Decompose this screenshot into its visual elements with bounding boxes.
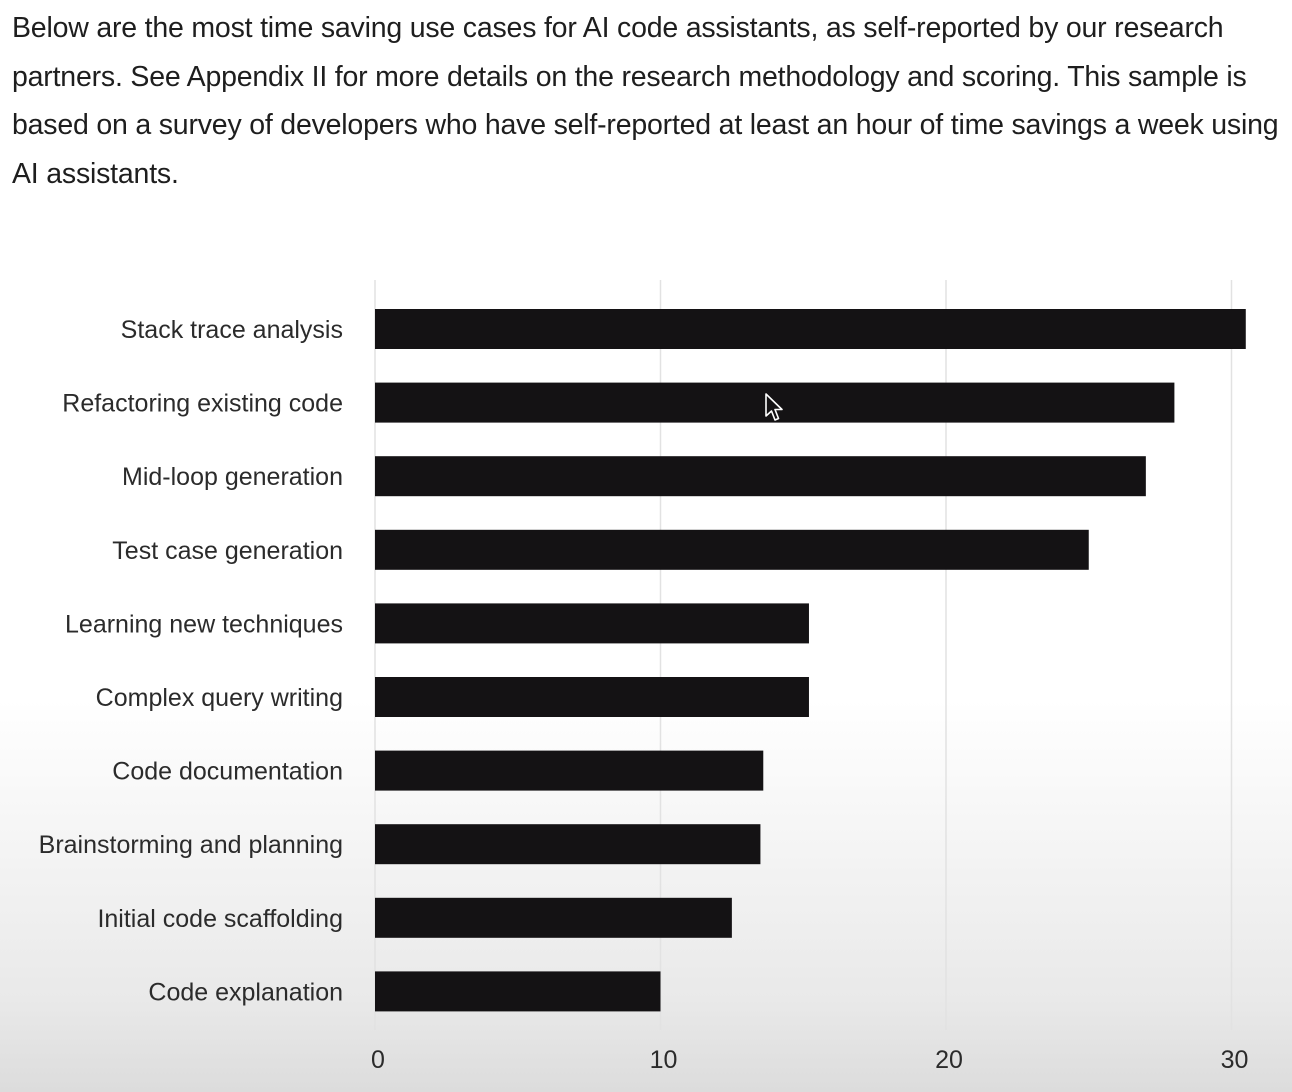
bar (375, 750, 764, 791)
bar (375, 603, 809, 644)
category-label: Learning new techniques (65, 610, 343, 638)
category-label: Test case generation (112, 537, 343, 565)
x-axis-tick-labels: 0 10 20 30 (371, 1046, 1248, 1074)
category-label: Code explanation (148, 978, 343, 1006)
bar (375, 677, 809, 717)
bar (375, 309, 1246, 349)
x-tick-label: 20 (935, 1046, 963, 1074)
bar (375, 529, 1089, 570)
bar (375, 897, 732, 938)
x-tick-label: 30 (1221, 1046, 1249, 1074)
bars (375, 309, 1246, 1012)
category-label: Mid-loop generation (122, 463, 343, 491)
x-tick-label: 10 (650, 1046, 678, 1074)
mouse-cursor-icon (765, 393, 783, 421)
time-saving-use-cases-bar-chart: Stack trace analysis Refactoring existing… (39, 280, 1248, 1074)
bar (375, 456, 1146, 497)
category-label: Refactoring existing code (62, 390, 343, 418)
category-labels: Stack trace analysis Refactoring existing… (39, 316, 343, 1006)
category-label: Complex query writing (96, 684, 343, 712)
intro-paragraph: Below are the most time saving use cases… (12, 12, 1279, 190)
category-label: Stack trace analysis (121, 316, 343, 344)
bar (375, 824, 761, 865)
bar (375, 971, 661, 1012)
category-label: Code documentation (112, 758, 343, 786)
category-label: Initial code scaffolding (97, 905, 343, 933)
category-label: Brainstorming and planning (39, 831, 343, 859)
x-tick-label: 0 (371, 1046, 385, 1074)
